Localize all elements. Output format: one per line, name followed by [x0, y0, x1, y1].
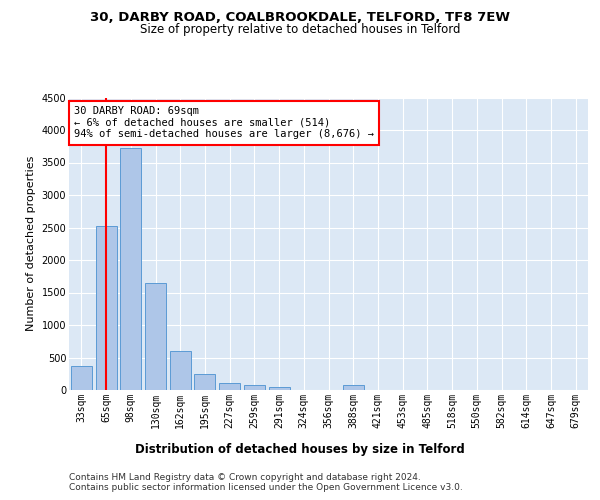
Bar — [343, 386, 364, 390]
Text: Size of property relative to detached houses in Telford: Size of property relative to detached ho… — [140, 22, 460, 36]
Bar — [170, 351, 191, 390]
Bar — [219, 383, 240, 390]
Y-axis label: Number of detached properties: Number of detached properties — [26, 156, 36, 332]
Bar — [145, 284, 166, 390]
Text: Distribution of detached houses by size in Telford: Distribution of detached houses by size … — [135, 442, 465, 456]
Text: Contains HM Land Registry data © Crown copyright and database right 2024.
Contai: Contains HM Land Registry data © Crown c… — [69, 472, 463, 492]
Bar — [95, 226, 116, 390]
Text: 30 DARBY ROAD: 69sqm
← 6% of detached houses are smaller (514)
94% of semi-detac: 30 DARBY ROAD: 69sqm ← 6% of detached ho… — [74, 106, 374, 140]
Bar — [244, 386, 265, 390]
Text: 30, DARBY ROAD, COALBROOKDALE, TELFORD, TF8 7EW: 30, DARBY ROAD, COALBROOKDALE, TELFORD, … — [90, 11, 510, 24]
Bar — [269, 387, 290, 390]
Bar — [71, 366, 92, 390]
Bar — [120, 148, 141, 390]
Bar — [194, 374, 215, 390]
